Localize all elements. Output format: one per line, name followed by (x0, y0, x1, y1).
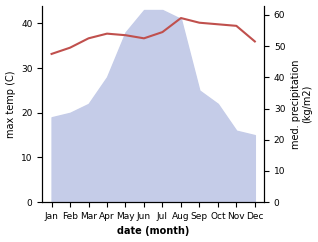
Y-axis label: max temp (C): max temp (C) (5, 70, 16, 138)
X-axis label: date (month): date (month) (117, 227, 190, 236)
Y-axis label: med. precipitation
(kg/m2): med. precipitation (kg/m2) (291, 59, 313, 149)
